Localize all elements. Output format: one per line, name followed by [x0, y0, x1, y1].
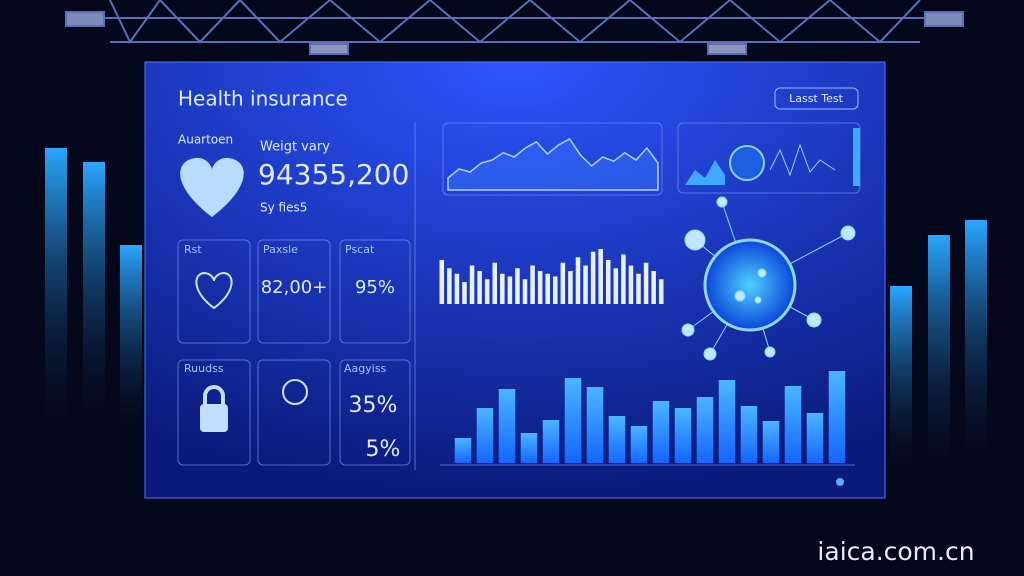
title: Health insurance	[178, 87, 348, 111]
bar	[696, 397, 714, 463]
bar	[545, 273, 550, 304]
card-value: 82,00+	[261, 277, 328, 298]
watermark: iaica.com.cn	[817, 537, 974, 566]
bar	[621, 254, 626, 304]
bar	[740, 406, 758, 463]
card-value: 95%	[355, 277, 395, 298]
cards	[177, 239, 411, 466]
bar	[520, 433, 538, 463]
button-label[interactable]: Lasst Test	[789, 92, 843, 105]
bar	[652, 401, 670, 463]
metric-note: Sy fies5	[260, 201, 307, 215]
mini-line	[769, 143, 836, 177]
bar	[476, 408, 494, 463]
bar	[492, 262, 498, 304]
bar	[439, 260, 445, 304]
bar	[537, 271, 543, 304]
mini-area	[685, 160, 725, 185]
bar	[628, 265, 634, 304]
bar	[718, 380, 736, 463]
bar	[598, 249, 603, 304]
card-label: Paxsle	[263, 243, 298, 256]
bar	[674, 408, 692, 463]
virus-graphic	[681, 196, 856, 361]
summary-label: Auartoen	[178, 133, 233, 147]
metric-value: 94355,200	[258, 158, 409, 191]
card-label: Aagyiss	[344, 362, 387, 375]
bar	[469, 265, 475, 304]
bar	[564, 378, 582, 463]
bar	[454, 438, 472, 463]
bar	[477, 271, 482, 304]
bar	[498, 389, 516, 463]
bar	[806, 413, 824, 463]
heart-icon	[180, 157, 244, 217]
metric-label: Weigt vary	[260, 140, 330, 155]
bar	[484, 279, 490, 304]
bar	[575, 257, 581, 304]
test-button[interactable]	[774, 87, 859, 110]
card-label: Pscat	[345, 243, 375, 256]
bar	[586, 387, 604, 463]
bar	[530, 265, 535, 304]
bar	[658, 279, 664, 304]
bar	[500, 273, 505, 304]
card-label: Ruudss	[184, 362, 224, 375]
bar	[553, 276, 558, 304]
bar	[613, 268, 619, 304]
bar	[583, 265, 588, 304]
bar	[454, 273, 460, 304]
mini-heart	[729, 145, 765, 181]
line-chart-frame	[442, 122, 663, 196]
bar	[636, 273, 641, 304]
bar	[608, 416, 626, 463]
bar	[560, 262, 566, 304]
bar	[643, 262, 649, 304]
truss	[65, 0, 964, 55]
bar	[542, 420, 560, 463]
card-value: 35%	[349, 393, 398, 418]
bar	[630, 426, 648, 463]
bar	[784, 386, 802, 463]
bar	[522, 279, 528, 304]
bar	[651, 271, 656, 304]
bar	[762, 421, 780, 463]
bar	[507, 276, 513, 304]
mini-bar	[853, 128, 860, 186]
card-label: Rst	[184, 243, 202, 256]
card-value: 5%	[366, 437, 401, 462]
bar	[590, 251, 596, 304]
bar	[447, 268, 452, 304]
bar	[515, 268, 520, 304]
background-pillars	[45, 148, 987, 486]
legend-dot	[836, 478, 844, 486]
bar	[605, 260, 611, 304]
bar	[828, 371, 846, 463]
bar	[568, 271, 573, 304]
line-area	[447, 138, 659, 191]
bar	[462, 282, 467, 304]
